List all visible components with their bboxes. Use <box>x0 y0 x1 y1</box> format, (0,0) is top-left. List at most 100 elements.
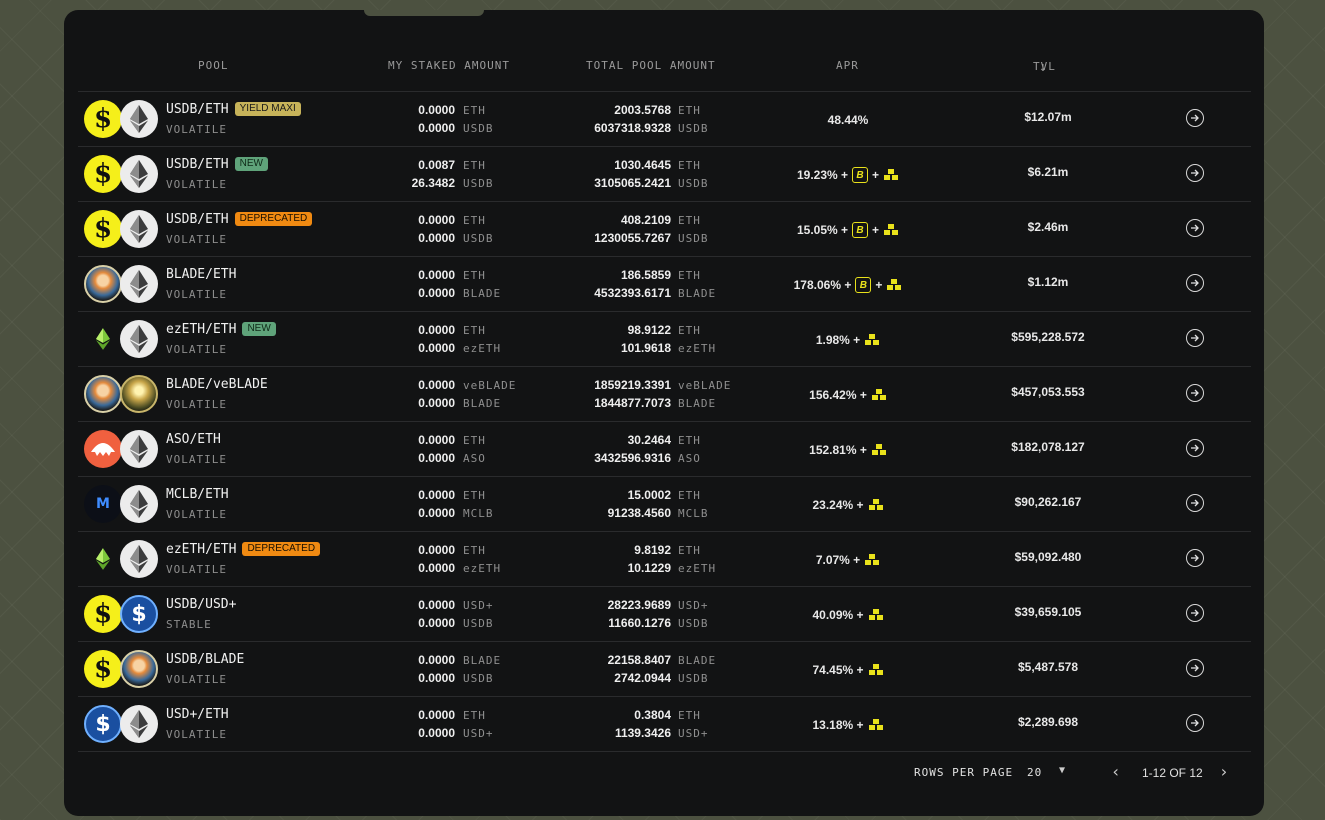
eth-icon <box>130 105 148 133</box>
pool-type: VOLATILE <box>166 343 227 356</box>
table-row[interactable]: $ USDB/ETH YIELD MAXI VOLATILE 0.0000 ETH 0.00… <box>78 92 1251 147</box>
staked-amount-b: 0.0000 <box>418 341 455 355</box>
tvl-value: $2,289.698 <box>1017 715 1079 729</box>
arrow-right-circle-icon[interactable] <box>1186 549 1204 567</box>
table-row[interactable]: $ USDB/ETH NEW VOLATILE 0.0087 ETH 26.3482 USDB… <box>78 147 1251 202</box>
total-amount-b: 3105065.2421 <box>594 176 671 190</box>
apr-cell: 23.24% + <box>768 495 928 515</box>
token-a-icon <box>84 540 122 578</box>
pool-name-text: BLADE/ETH <box>166 267 237 282</box>
staked-unit-a: ETH <box>463 269 486 282</box>
total-amount-a: 98.9122 <box>627 323 671 337</box>
staked-amount-a: 0.0000 <box>418 708 455 722</box>
chevron-down-icon[interactable]: ▼ <box>1059 765 1067 776</box>
table-row[interactable]: $ USDB/ETH DEPRECATED VOLATILE 0.0000 ETH 0.00… <box>78 202 1251 257</box>
table-row[interactable]: ezETH/ETH NEW VOLATILE 0.0000 ETH 0.0000 ezETH… <box>78 312 1251 367</box>
staked-unit-b: USDB <box>463 232 494 245</box>
arrow-right-circle-icon[interactable] <box>1186 109 1204 127</box>
pool-name: BLADE/veBLADE <box>166 377 268 392</box>
total-amount-a: 1030.4645 <box>614 158 671 172</box>
token-a-icon <box>84 430 122 468</box>
token-b-icon: $ <box>120 595 158 633</box>
gold-bars-icon <box>868 609 884 621</box>
staked-unit-b: USD+ <box>463 727 494 740</box>
total-amount-a: 22158.8407 <box>607 653 671 667</box>
gold-bars-icon <box>886 279 902 291</box>
arrow-right-circle-icon[interactable] <box>1186 439 1204 457</box>
total-amount-a: 0.3804 <box>634 708 671 722</box>
staked-amount-b: 0.0000 <box>418 561 455 575</box>
pool-type: VOLATILE <box>166 233 227 246</box>
pagination-bar: ROWS PER PAGE 20 ▼ ‹ 1-12 OF 12 › <box>64 762 1264 784</box>
apr-value: 19.23% + <box>796 168 849 182</box>
gold-bars-icon <box>868 499 884 511</box>
staked-amount-a: 0.0087 <box>418 158 455 172</box>
total-unit-b: MCLB <box>678 507 709 520</box>
arrow-right-circle-icon[interactable] <box>1186 219 1204 237</box>
arrow-right-circle-icon[interactable] <box>1186 659 1204 677</box>
token-b-icon <box>120 375 158 413</box>
gold-bars-icon <box>864 334 880 346</box>
arrow-right-circle-icon[interactable] <box>1186 714 1204 732</box>
total-amount-b: 10.1229 <box>627 561 671 575</box>
tvl-value: $182,078.127 <box>1011 440 1085 454</box>
arrow-right-circle-icon[interactable] <box>1186 274 1204 292</box>
header-apr[interactable]: APR <box>836 59 859 72</box>
pool-name: USDB/ETH YIELD MAXI <box>166 102 301 117</box>
total-unit-b: USDB <box>678 232 709 245</box>
arrow-right-circle-icon[interactable] <box>1186 384 1204 402</box>
prev-page-icon[interactable]: ‹ <box>1111 762 1122 781</box>
pool-type: VOLATILE <box>166 288 227 301</box>
staked-unit-a: ETH <box>463 324 486 337</box>
gold-bars-icon <box>883 224 899 236</box>
table-row[interactable]: BLADE/veBLADE VOLATILE 0.0000 veBLADE 0.0000… <box>78 367 1251 422</box>
token-b-icon <box>120 265 158 303</box>
tvl-value: $5,487.578 <box>1017 660 1079 674</box>
eth-icon <box>130 435 148 463</box>
table-row[interactable]: ezETH/ETH DEPRECATED VOLATILE 0.0000 ETH 0.00… <box>78 532 1251 587</box>
staked-unit-b: USDB <box>463 177 494 190</box>
tvl-value: $595,228.572 <box>1011 330 1085 344</box>
pool-token-icons <box>84 320 160 360</box>
total-amount-b: 3432596.9316 <box>594 451 671 465</box>
ezeth-icon <box>96 548 110 570</box>
table-row[interactable]: BLADE/ETH VOLATILE 0.0000 ETH 0.0000 BLADE 186… <box>78 257 1251 312</box>
pool-name-text: USDB/ETH <box>166 157 229 172</box>
rows-per-page-select[interactable]: 20 <box>1027 766 1043 779</box>
arrow-right-circle-icon[interactable] <box>1186 494 1204 512</box>
token-b-icon <box>120 540 158 578</box>
total-unit-b: ASO <box>678 452 701 465</box>
table-row[interactable]: $ $ USDB/USD+ STABLE 0.0000 USD+ 0.0000 USDB 282… <box>78 587 1251 642</box>
token-b-icon <box>120 155 158 193</box>
arrow-right-circle-icon[interactable] <box>1186 329 1204 347</box>
staked-unit-a: ETH <box>463 709 486 722</box>
table-row[interactable]: ASO/ETH VOLATILE 0.0000 ETH 0.0000 ASO 30.2464… <box>78 422 1251 477</box>
eth-icon <box>130 710 148 738</box>
staked-unit-b: ezETH <box>463 562 502 575</box>
total-amount-a: 28223.9689 <box>607 598 671 612</box>
total-amount-b: 6037318.9328 <box>594 121 671 135</box>
apr-cell: 19.23% + B + <box>768 165 928 185</box>
table-row[interactable]: $ USD+/ETH VOLATILE 0.0000 ETH 0.0000 USD+ 0.38… <box>78 697 1251 752</box>
pool-token-icons: $ <box>84 100 160 140</box>
staked-amount-b: 0.0000 <box>418 616 455 630</box>
staked-amount-a: 0.0000 <box>418 103 455 117</box>
arrow-right-circle-icon[interactable] <box>1186 164 1204 182</box>
usdb-icon: $ <box>93 159 113 189</box>
table-row[interactable]: $ USDB/BLADE VOLATILE 0.0000 BLADE 0.0000 USDB… <box>78 642 1251 697</box>
staked-amount-b: 0.0000 <box>418 121 455 135</box>
pool-token-icons <box>84 540 160 580</box>
total-amount-b: 2742.0944 <box>614 671 671 685</box>
tvl-value: $39,659.105 <box>1014 605 1082 619</box>
total-unit-a: USD+ <box>678 599 709 612</box>
staked-amount-a: 0.0000 <box>418 488 455 502</box>
pool-name: USDB/BLADE <box>166 652 244 667</box>
pool-type: VOLATILE <box>166 178 227 191</box>
arrow-right-circle-icon[interactable] <box>1186 604 1204 622</box>
staked-amount-b: 0.0000 <box>418 506 455 520</box>
table-row[interactable]: M MCLB/ETH VOLATILE 0.0000 ETH 0.0000 MCLB 15.0… <box>78 477 1251 532</box>
staked-amount-b: 26.3482 <box>411 176 455 190</box>
pool-name-text: ezETH/ETH <box>166 322 237 337</box>
next-page-icon[interactable]: › <box>1219 762 1230 781</box>
total-unit-b: USD+ <box>678 727 709 740</box>
